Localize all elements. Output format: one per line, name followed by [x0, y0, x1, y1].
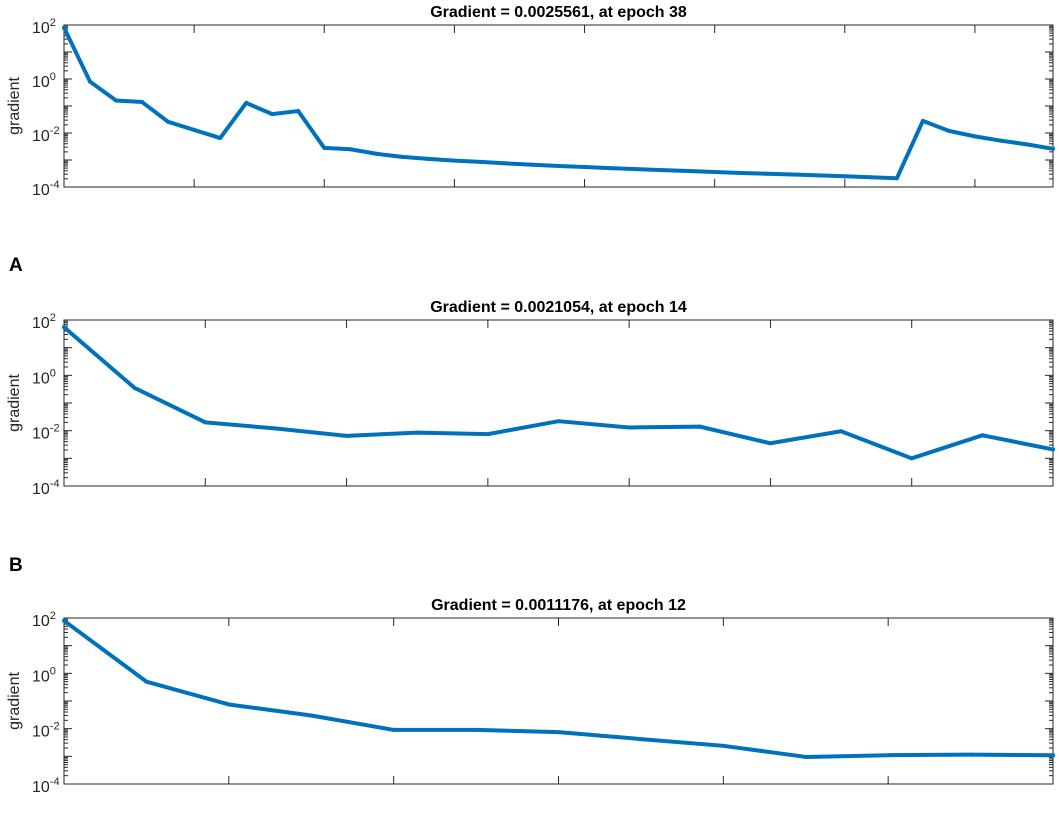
y-tick-label: 100 [32, 71, 56, 91]
series-line [62, 618, 1055, 759]
data-point [894, 176, 899, 181]
data-point [203, 420, 208, 425]
data-point [374, 151, 379, 156]
chart-1: 102 100 10-2 10-4 gradient Gradient = 0.00255… [6, 4, 1055, 199]
data-point [226, 702, 231, 707]
y-axis-label: gradient [6, 77, 23, 135]
y-tick-label: 102 [32, 17, 56, 37]
data-point [816, 173, 821, 178]
y-tick-label: 100 [32, 665, 56, 685]
data-point [62, 325, 66, 330]
data-point [886, 753, 891, 758]
series-line [62, 325, 1055, 461]
data-point [803, 754, 808, 759]
data-point [582, 165, 587, 170]
panel-label-b: B [9, 555, 23, 576]
data-point [415, 430, 420, 435]
y-tick-label: 100 [32, 367, 56, 387]
data-point [62, 618, 66, 623]
chart-2: 102 100 10-2 10-4 gradient Gradient = 0.00210… [6, 299, 1055, 498]
data-point [556, 730, 561, 735]
plot-frame [63, 319, 1054, 487]
data-point [768, 441, 773, 446]
data-point [972, 134, 977, 139]
chart-title: Gradient = 0.0021054, at epoch 14 [430, 299, 687, 316]
chart-3: 102 100 10-2 10-4 gradient Gradient = 0.00111… [6, 597, 1055, 796]
data-point [244, 100, 249, 105]
data-point [452, 158, 457, 163]
data-point [909, 456, 914, 461]
data-point [114, 98, 119, 103]
data-point [1051, 753, 1055, 758]
y-tick-label: 10-4 [32, 179, 60, 199]
data-point [627, 425, 632, 430]
data-point [712, 169, 717, 174]
data-point [144, 679, 149, 684]
y-tick-label: 102 [32, 312, 56, 332]
y-tick-label: 10-2 [32, 125, 60, 145]
data-point [426, 156, 431, 161]
data-point [88, 79, 93, 84]
data-point [400, 154, 405, 159]
data-point [738, 171, 743, 176]
data-point [980, 433, 985, 438]
data-point [660, 168, 665, 173]
y-tick-label: 10-2 [32, 721, 60, 741]
data-point [998, 138, 1003, 143]
data-point [842, 174, 847, 179]
data-point [920, 118, 925, 123]
y-tick-label: 102 [32, 610, 56, 630]
data-point [140, 100, 145, 105]
data-point [132, 385, 137, 390]
data-point [485, 432, 490, 437]
data-point [608, 166, 613, 171]
data-point [1051, 447, 1055, 452]
data-point [946, 128, 951, 133]
data-point [530, 162, 535, 167]
data-point [764, 171, 769, 176]
y-axis-label: gradient [6, 374, 23, 432]
data-point [839, 429, 844, 434]
data-point [968, 752, 973, 757]
data-point [218, 136, 223, 141]
data-point [166, 119, 171, 124]
series-line [62, 25, 1055, 181]
data-point [1024, 142, 1029, 147]
data-point [686, 169, 691, 174]
data-point [868, 175, 873, 180]
data-point [270, 112, 275, 117]
chart-title: Gradient = 0.0011176, at epoch 12 [431, 597, 686, 614]
data-point [478, 159, 483, 164]
chart-title: Gradient = 0.0025561, at epoch 38 [430, 4, 687, 21]
data-point [790, 172, 795, 177]
data-point [556, 163, 561, 168]
data-point [721, 743, 726, 748]
data-point [634, 167, 639, 172]
panel-label-a: A [9, 255, 23, 276]
data-point [556, 419, 561, 424]
data-point [1051, 146, 1055, 151]
data-point [273, 426, 278, 431]
data-point [309, 713, 314, 718]
data-point [391, 727, 396, 732]
y-tick-label: 10-2 [32, 423, 60, 443]
data-point [344, 433, 349, 438]
data-point [322, 145, 327, 150]
y-tick-label: 10-4 [32, 776, 60, 796]
data-point [638, 737, 643, 742]
data-point [62, 25, 66, 30]
data-point [697, 424, 702, 429]
y-tick-label: 10-4 [32, 478, 60, 498]
data-point [504, 161, 509, 166]
data-point [296, 109, 301, 114]
y-axis-label: gradient [6, 672, 23, 730]
data-point [474, 727, 479, 732]
data-point [348, 147, 353, 152]
data-point [192, 127, 197, 132]
